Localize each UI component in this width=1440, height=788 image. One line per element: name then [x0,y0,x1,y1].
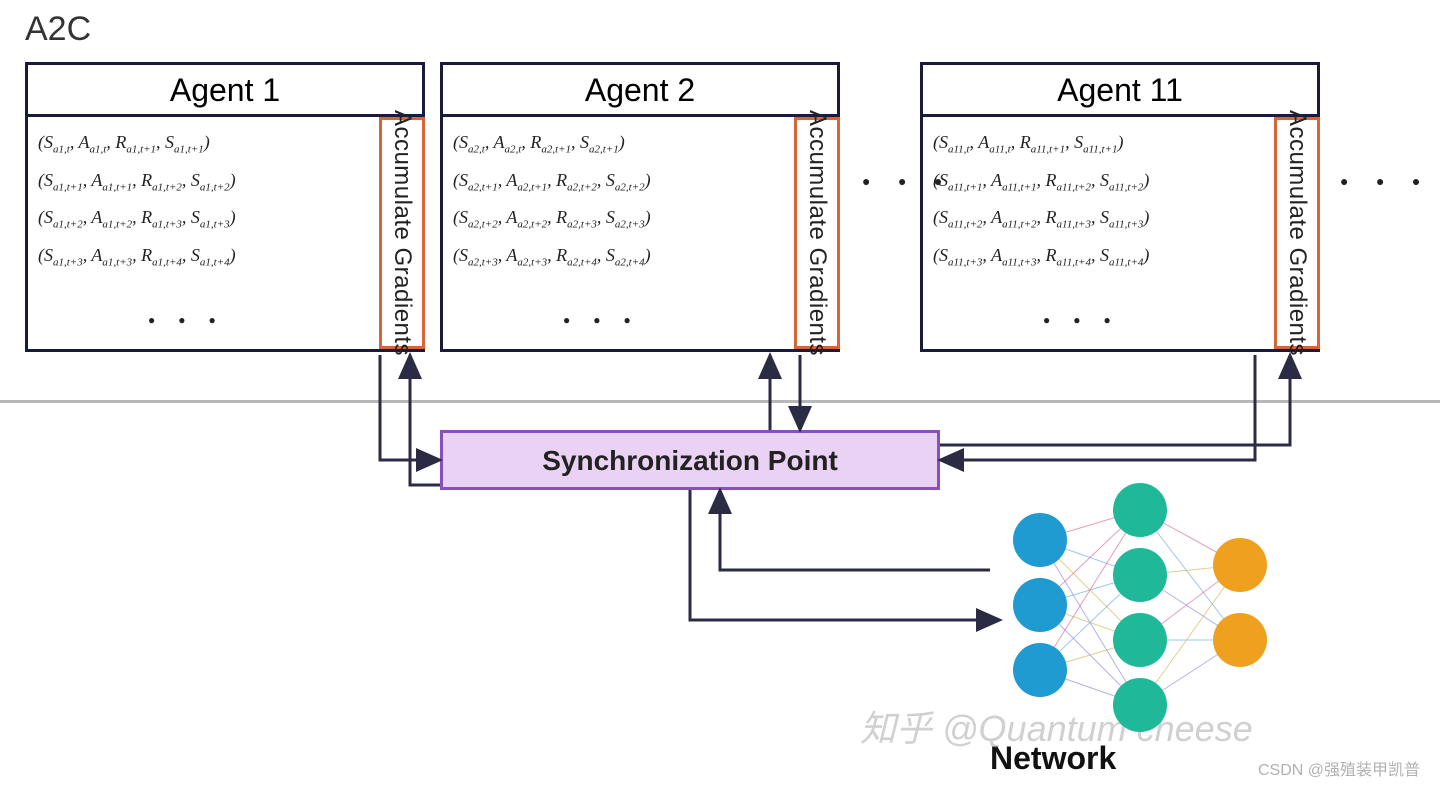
nn-node [1213,613,1267,667]
nn-node [1113,548,1167,602]
accumulate-gradients-label: Accumulate Gradients [1283,110,1311,356]
agent-title: Agent 1 [28,65,422,117]
watermark-csdn: CSDN @强殖装甲凯普 [1258,756,1420,780]
tuple-row: (Sa2,t+2, Aa2,t+2, Ra2,t+3, Sa2,t+3) [453,202,829,240]
sync-point-box: Synchronization Point [440,430,940,490]
nn-edge [1140,510,1240,565]
nn-node [1013,578,1067,632]
nn-edge [1140,565,1240,705]
nn-edge [1040,575,1140,605]
tuple-row: (Sa11,t+2, Aa11,t+2, Ra11,t+3, Sa11,t+3) [933,202,1309,240]
accumulate-gradients-box: Accumulate Gradients [379,117,425,349]
tuple-row: (Sa11,t+3, Aa11,t+3, Ra11,t+4, Sa11,t+4) [933,240,1309,278]
diagram-title: A2C [25,10,91,49]
nn-edge [1040,510,1140,540]
flow-arrow [380,355,440,460]
nn-edge [1140,640,1240,705]
nn-edge [1140,565,1240,575]
nn-edge [1140,565,1240,640]
tuple-row: (Sa11,t, Aa11,t, Ra11,t+1, Sa11,t+1) [933,127,1309,165]
ellipsis-icon: ● ● ● [1043,313,1121,328]
accumulate-gradients-box: Accumulate Gradients [794,117,840,349]
nn-edge [1140,510,1240,640]
tuple-row: (Sa1,t+1, Aa1,t+1, Ra1,t+2, Sa1,t+2) [38,165,414,203]
nn-node [1113,613,1167,667]
flow-arrow [410,355,440,485]
ellipsis-icon: ● ● ● [563,313,641,328]
accumulate-gradients-label: Accumulate Gradients [388,110,416,356]
nn-node [1013,513,1067,567]
flow-arrow [690,490,1000,620]
tuple-row: (Sa2,t+3, Aa2,t+3, Ra2,t+4, Sa2,t+4) [453,240,829,278]
nn-edge [1040,640,1140,670]
agent-box-a11: Agent 11(Sa11,t, Aa11,t, Ra11,t+1, Sa11,… [920,62,1320,352]
nn-edge [1040,510,1140,605]
nn-node [1213,538,1267,592]
tuple-row: (Sa1,t+2, Aa1,t+2, Ra1,t+3, Sa1,t+3) [38,202,414,240]
accumulate-gradients-box: Accumulate Gradients [1274,117,1320,349]
agent-title: Agent 11 [923,65,1317,117]
watermark-zhihu: 知乎 @Quantum cheese [860,700,1253,752]
nn-edge [1040,540,1140,640]
flow-arrow [720,490,990,570]
tuple-row: (Sa1,t, Aa1,t, Ra1,t+1, Sa1,t+1) [38,127,414,165]
ellipsis-icon: ● ● ● [1340,175,1432,191]
agent-title: Agent 2 [443,65,837,117]
tuple-row: (Sa1,t+3, Aa1,t+3, Ra1,t+4, Sa1,t+4) [38,240,414,278]
nn-edge [1040,510,1140,670]
agent-tuples: (Sa1,t, Aa1,t, Ra1,t+1, Sa1,t+1)(Sa1,t+1… [28,117,422,277]
horizontal-divider [0,400,1440,403]
nn-edge [1140,575,1240,640]
nn-edge [1040,540,1140,705]
agent-tuples: (Sa11,t, Aa11,t, Ra11,t+1, Sa11,t+1)(Sa1… [923,117,1317,277]
nn-edge [1040,605,1140,705]
nn-node [1013,643,1067,697]
flow-arrow [940,355,1255,460]
tuple-row: (Sa2,t+1, Aa2,t+1, Ra2,t+2, Sa2,t+2) [453,165,829,203]
tuple-row: (Sa11,t+1, Aa11,t+1, Ra11,t+2, Sa11,t+2) [933,165,1309,203]
tuple-row: (Sa2,t, Aa2,t, Ra2,t+1, Sa2,t+1) [453,127,829,165]
nn-edge [1040,540,1140,575]
agent-box-a2: Agent 2(Sa2,t, Aa2,t, Ra2,t+1, Sa2,t+1)(… [440,62,840,352]
nn-edge [1040,575,1140,670]
agent-box-a1: Agent 1(Sa1,t, Aa1,t, Ra1,t+1, Sa1,t+1)(… [25,62,425,352]
nn-node [1113,483,1167,537]
agent-tuples: (Sa2,t, Aa2,t, Ra2,t+1, Sa2,t+1)(Sa2,t+1… [443,117,837,277]
nn-edge [1040,605,1140,640]
ellipsis-icon: ● ● ● [862,175,954,191]
ellipsis-icon: ● ● ● [148,313,226,328]
accumulate-gradients-label: Accumulate Gradients [803,110,831,356]
